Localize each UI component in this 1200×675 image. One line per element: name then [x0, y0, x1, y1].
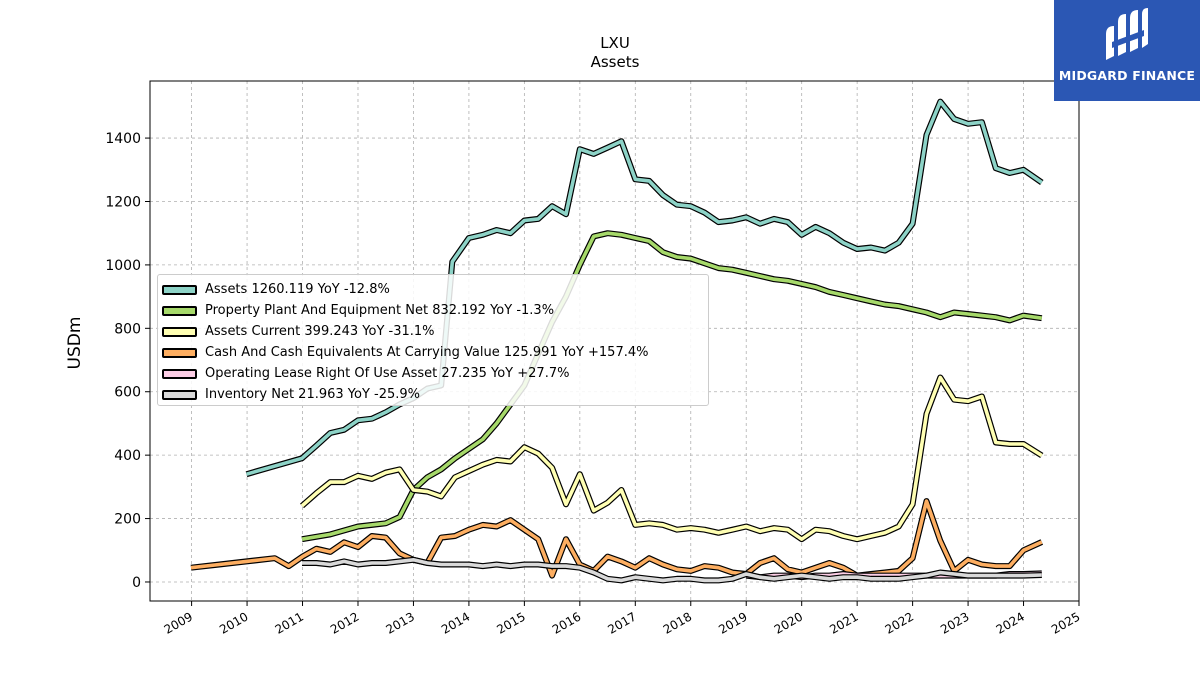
x-tick-label: 2022: [883, 609, 916, 636]
x-tick-label: 2020: [772, 609, 805, 636]
chart-subtitle: Assets: [591, 53, 640, 71]
y-tick-label: 600: [114, 385, 141, 401]
legend-label: Inventory Net 21.963 YoY -25.9%: [205, 387, 421, 402]
series-line: [301, 231, 1043, 541]
x-tick-label: 2021: [827, 609, 860, 636]
legend: Assets 1260.119 YoY -12.8% Property Plant…: [157, 274, 709, 406]
legend-label: Cash And Cash Equivalents At Carrying Va…: [205, 345, 649, 360]
series-cash-and-cash-equivalents-at-carrying-value: [190, 498, 1044, 579]
midgard-finance-logo: MIDGARD FINANCE: [1054, 0, 1200, 101]
x-tick-label: 2019: [716, 609, 749, 636]
x-tick-label: 2018: [661, 609, 694, 636]
legend-swatch: [162, 305, 197, 316]
legend-item: Operating Lease Right Of Use Asset 27.23…: [158, 363, 708, 384]
y-tick-label: 0: [132, 575, 141, 591]
x-axis: 2009 2010 2011 2012 2013 2014 2015 2016 2017 2018…: [162, 601, 1083, 637]
series-line: [302, 557, 1042, 583]
y-axis: 0 200 400 600 800 1000 1200 1400: [105, 131, 150, 591]
series-line: [300, 375, 1043, 542]
y-tick-label: 1000: [105, 258, 141, 274]
x-tick-label: 2009: [162, 609, 195, 636]
legend-label: Property Plant And Equipment Net 832.192…: [205, 303, 555, 318]
legend-item: Inventory Net 21.963 YoY -25.9%: [158, 384, 708, 405]
x-tick-label: 2015: [494, 609, 527, 636]
legend-swatch: [162, 389, 197, 400]
series-line: [190, 499, 1043, 578]
series-assets-current: [300, 374, 1044, 543]
logo-text: MIDGARD FINANCE: [1058, 68, 1196, 83]
legend-item: Cash And Cash Equivalents At Carrying Va…: [158, 342, 708, 363]
legend-swatch: [162, 347, 197, 358]
x-tick-label: 2010: [217, 609, 250, 636]
series-property-plant-and-equipment-net: [301, 230, 1043, 543]
legend-item: Property Plant And Equipment Net 832.192…: [158, 300, 708, 321]
x-tick-label: 2017: [605, 609, 638, 636]
x-tick-label: 2011: [273, 609, 306, 636]
legend-swatch: [162, 326, 197, 337]
chart-title: LXU: [600, 34, 630, 52]
legend-swatch: [162, 284, 197, 295]
y-tick-label: 800: [114, 321, 141, 337]
x-tick-label: 2016: [550, 609, 583, 636]
legend-label: Operating Lease Right Of Use Asset 27.23…: [205, 366, 570, 381]
plot-frame: [149, 80, 1080, 602]
x-tick-label: 2023: [938, 609, 971, 636]
x-tick-label: 2013: [383, 609, 416, 636]
y-tick-label: 400: [114, 448, 141, 464]
legend-swatch: [162, 368, 197, 379]
legend-label: Assets Current 399.243 YoY -31.1%: [205, 324, 435, 339]
legend-label: Assets 1260.119 YoY -12.8%: [205, 282, 390, 297]
logo-mark-icon: [1106, 8, 1148, 60]
legend-item: Assets Current 399.243 YoY -31.1%: [158, 321, 708, 342]
x-tick-label: 2025: [1049, 609, 1082, 636]
x-tick-label: 2024: [994, 609, 1027, 636]
y-tick-label: 1200: [105, 194, 141, 210]
x-tick-label: 2014: [439, 609, 472, 636]
legend-item: Assets 1260.119 YoY -12.8%: [158, 279, 708, 300]
series-inventory-net: [302, 556, 1042, 584]
x-tick-label: 2012: [328, 609, 361, 636]
y-tick-label: 200: [114, 512, 141, 528]
y-tick-label: 1400: [105, 131, 141, 147]
y-axis-label: USDm: [65, 317, 85, 370]
